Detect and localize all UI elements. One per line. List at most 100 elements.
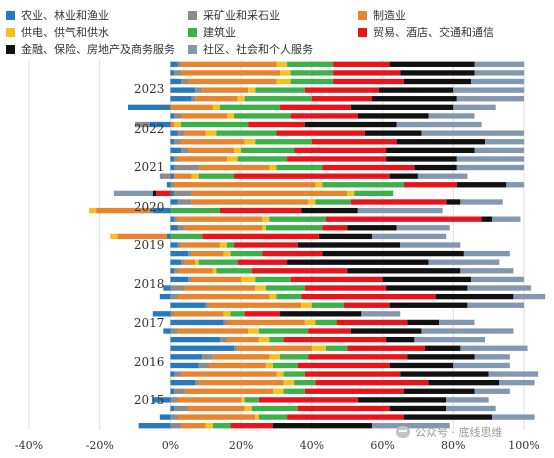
bar-segment	[470, 276, 524, 283]
bar-segment	[371, 96, 457, 102]
bar-segment	[170, 328, 178, 334]
year-label: 2023	[134, 82, 165, 96]
bar-segment	[181, 78, 189, 85]
bar-segment	[315, 380, 429, 386]
bar-segment	[333, 78, 404, 85]
bar-segment	[170, 371, 174, 377]
bar-segment	[428, 259, 500, 265]
bar-segment	[177, 130, 185, 136]
bar-segment	[389, 302, 468, 308]
bar-segment	[255, 414, 259, 420]
bar-segment	[173, 268, 178, 274]
bar-segment	[173, 139, 182, 145]
bar-segment	[177, 156, 227, 162]
legend-label: 建筑业	[203, 26, 236, 39]
bar-segment	[166, 233, 171, 240]
bar-segment	[347, 268, 461, 274]
bar-segment	[159, 414, 171, 420]
legend-swatch	[6, 44, 15, 54]
bar-segment	[170, 311, 174, 317]
bar-segment	[400, 70, 475, 76]
bar-segment	[492, 216, 521, 222]
bar-segment	[170, 319, 224, 326]
legend-swatch	[6, 10, 15, 20]
bar-segment	[446, 397, 489, 403]
bar-segment	[188, 250, 192, 257]
bar-segment	[269, 354, 281, 360]
bar-segment	[301, 302, 312, 308]
bar-segment	[308, 354, 408, 360]
bar-segment	[255, 139, 312, 145]
bar-segment	[386, 147, 475, 154]
bar-segment	[265, 285, 305, 291]
bar-segment	[499, 380, 535, 386]
bar-segment	[181, 259, 185, 265]
year-label: 2017	[134, 316, 165, 330]
bar-segment	[237, 259, 288, 265]
bar-segment	[322, 250, 464, 257]
bar-segment	[513, 293, 546, 300]
bar-segment	[294, 380, 316, 386]
bar-segment	[191, 199, 309, 205]
year-labels: 2023 2022 2021 2020 2019 2018 2017 2016 2015	[134, 82, 165, 407]
bar-segment	[428, 113, 475, 119]
bar-segment	[170, 285, 185, 291]
bar-segment	[304, 371, 401, 377]
bar-segment	[265, 362, 273, 369]
bar-segment	[407, 354, 475, 360]
bar-segment	[113, 190, 153, 197]
bar-segment	[400, 242, 461, 248]
bar-segment	[269, 336, 284, 343]
bar-segment	[181, 113, 227, 119]
bar-segment	[280, 311, 362, 317]
bar-segment	[230, 423, 273, 429]
bar-segment	[421, 328, 514, 334]
bar-segment	[262, 225, 266, 231]
bar-segment	[166, 182, 171, 188]
bar-segment	[280, 70, 291, 76]
bar-segment	[347, 345, 425, 351]
bar-segment	[191, 250, 224, 257]
bar-segment	[364, 130, 422, 136]
bar-segment	[205, 130, 217, 136]
bar-segment	[170, 405, 174, 412]
legend-swatch	[188, 44, 197, 54]
bar-segment	[234, 242, 298, 248]
legend-label: 社区、社会和个人服务	[203, 43, 313, 56]
bar-segment	[258, 414, 288, 420]
bar-segment	[304, 285, 387, 291]
bar-segment	[89, 207, 97, 214]
bar-segment	[181, 61, 277, 67]
bar-segment	[227, 242, 235, 248]
bar-segment	[290, 113, 358, 119]
bar-segment	[272, 388, 284, 394]
bar-segment	[212, 268, 217, 274]
bar-segment	[173, 121, 182, 128]
bar-segment	[173, 311, 224, 317]
bar-segment	[177, 293, 270, 300]
legend-label: 金融、保险、房地产及商务服务	[21, 43, 175, 56]
bar-segment	[177, 61, 182, 67]
bar-segment	[290, 276, 383, 283]
bar-segment	[170, 388, 174, 394]
bar-segment	[492, 414, 535, 420]
bar-segment	[357, 113, 429, 119]
bar-segment	[181, 139, 245, 145]
bar-segment	[173, 371, 182, 377]
bar-segment	[177, 414, 256, 420]
bar-segment	[202, 233, 319, 240]
bar-segment	[234, 345, 238, 351]
bar-segment	[237, 96, 245, 102]
bar-segment	[234, 173, 390, 179]
bar-segment	[350, 328, 422, 334]
legend-item: 采矿业和采石业	[188, 7, 280, 23]
bar-segment	[177, 199, 192, 205]
bar-segment	[389, 405, 447, 412]
bar-segment	[244, 405, 252, 412]
bar-segment	[414, 336, 486, 343]
bar-segment	[177, 242, 182, 248]
bar-segment	[212, 354, 270, 360]
bar-segment	[244, 96, 312, 102]
bar-segment	[195, 380, 199, 386]
bar-segment	[173, 164, 199, 171]
